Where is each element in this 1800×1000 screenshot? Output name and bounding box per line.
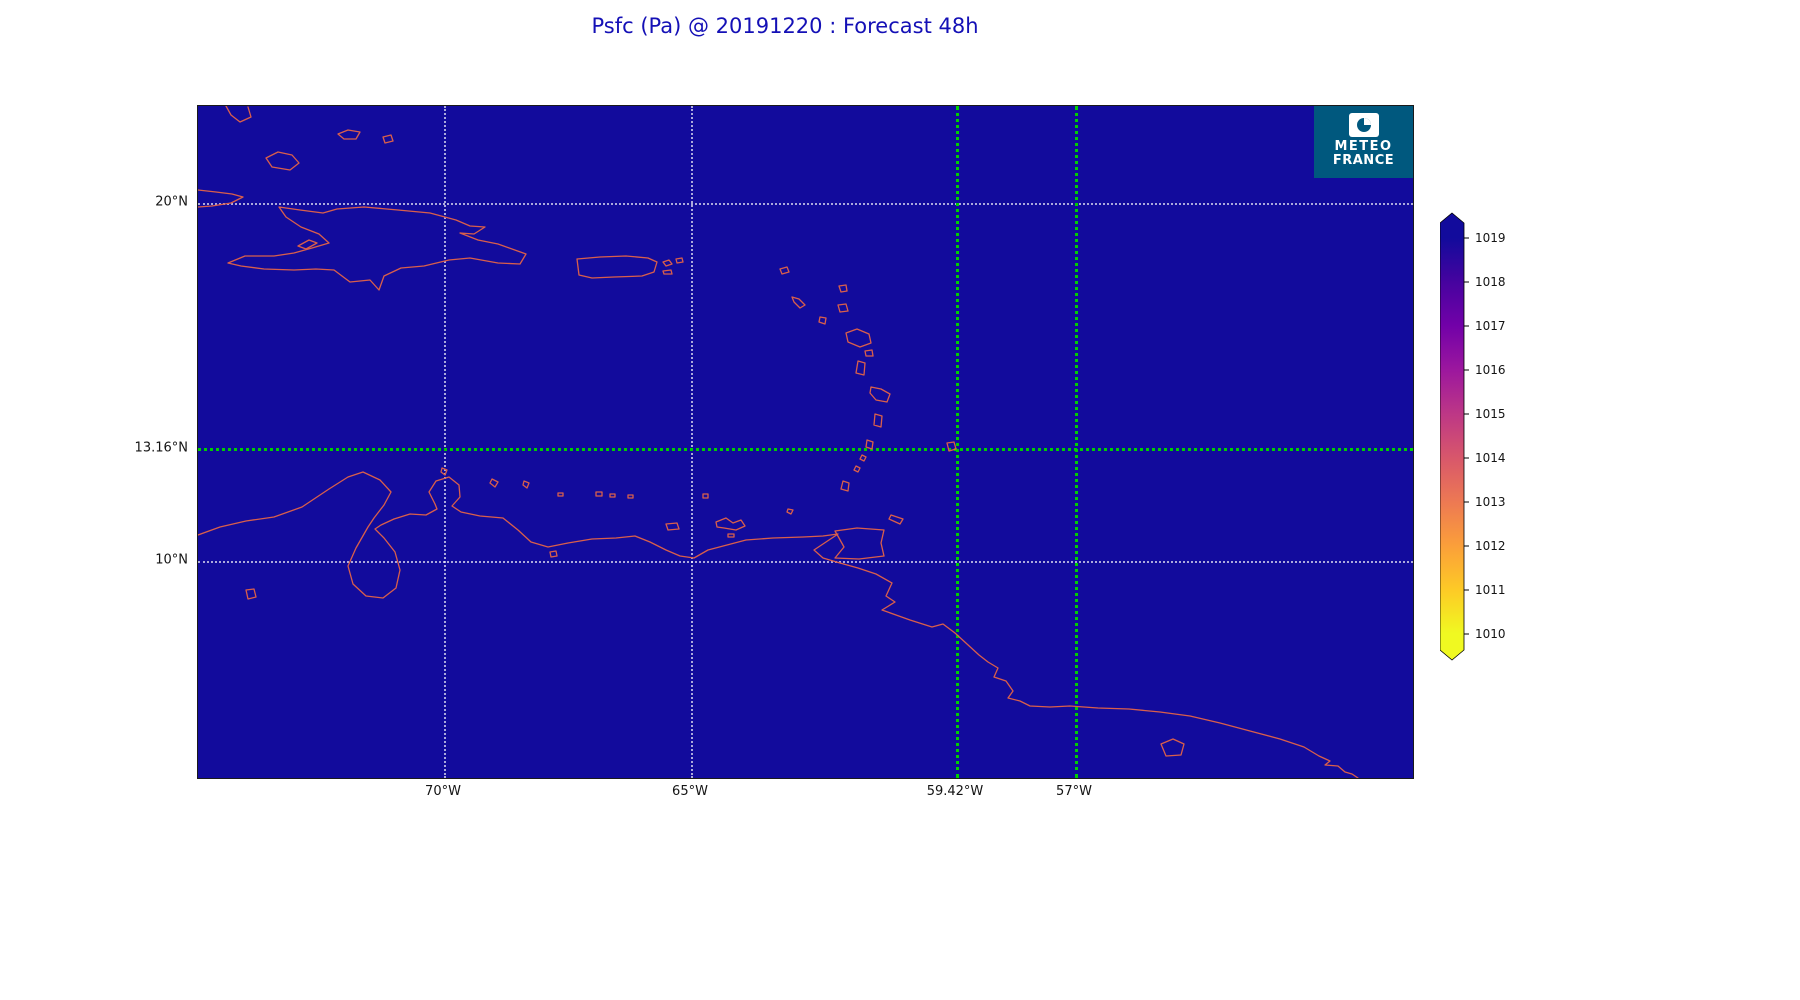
colorbar-tick-label-1013: 1013 (1475, 495, 1506, 509)
coastline-hispaniola (227, 206, 527, 291)
colorbar-tick-label-1019: 1019 (1475, 231, 1506, 245)
map-plot: METEO FRANCE (197, 105, 1414, 779)
lon-tick-label-59-42w: 59.42°W (926, 784, 984, 799)
colorbar-tick-label-1014: 1014 (1475, 451, 1506, 465)
colorbar-tick-label-1016: 1016 (1475, 363, 1506, 377)
lon-tick-label-57w: 57°W (1056, 784, 1092, 799)
colorbar-tick-label-1010: 1010 (1475, 627, 1506, 641)
colorbar-gradient (1440, 212, 1465, 661)
colorbar-tick-label-1015: 1015 (1475, 407, 1506, 421)
coastlines-layer (198, 106, 1359, 778)
colorbar-tick-label-1011: 1011 (1475, 583, 1506, 597)
coastline-bahamas-turks (225, 106, 394, 171)
meteo-france-symbol-icon (1348, 113, 1379, 137)
logo-text-france: FRANCE (1332, 153, 1395, 168)
meteo-france-logo: METEO FRANCE (1314, 106, 1413, 178)
lat-tick-label-13-16n: 13.16°N (134, 440, 188, 456)
meteo-france-glyph-icon (1356, 118, 1371, 132)
coastline-inland-water (245, 588, 1185, 757)
coastline-offshore-islands (440, 467, 794, 558)
colorbar-ticks (1464, 237, 1469, 635)
logo-text-meteo: METEO (1334, 139, 1393, 154)
coastline-trinidad-tobago (834, 514, 904, 560)
lat-tick-label-20n: 20°N (155, 194, 188, 210)
colorbar-tick-label-1012: 1012 (1475, 539, 1506, 553)
lat-tick-label-10n: 10°N (155, 552, 188, 568)
colorbar-tick-label-1018: 1018 (1475, 275, 1506, 289)
coastline-cuba (198, 189, 244, 208)
coastline-south-america (198, 471, 1359, 778)
lon-tick-label-65w: 65°W (672, 784, 708, 799)
colorbar (1440, 212, 1469, 661)
colorbar-tick-label-1017: 1017 (1475, 319, 1506, 333)
coastline-lesser-antilles (779, 266, 957, 492)
coastline-puerto-rico (576, 255, 684, 279)
lon-tick-label-70w: 70°W (425, 784, 461, 799)
plot-title: Psfc (Pa) @ 20191220 : Forecast 48h (591, 14, 979, 38)
